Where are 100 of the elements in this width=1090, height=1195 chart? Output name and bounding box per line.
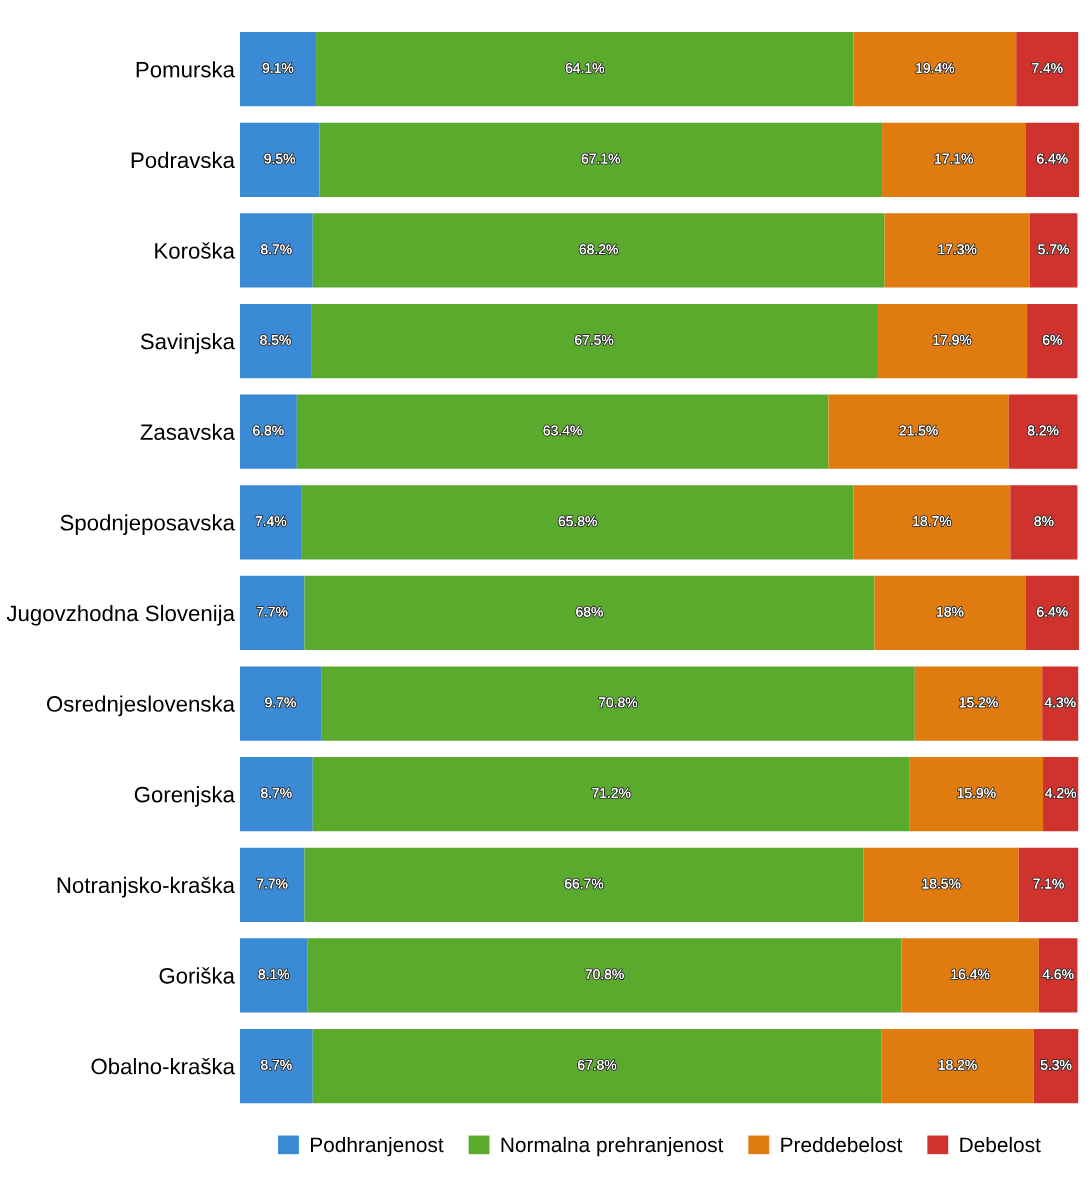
data-label: 70.8% [585, 969, 624, 980]
data-label: 18.5% [922, 878, 961, 889]
data-label: 68% [576, 606, 603, 617]
y-tick-label: Obalno-kraška [91, 1057, 235, 1075]
bar [321, 666, 915, 741]
bar [239, 938, 308, 1013]
data-label: 8.7% [261, 244, 292, 255]
data-label: 15.2% [959, 697, 998, 708]
data-label: 7.4% [1032, 63, 1063, 73]
bar [239, 394, 297, 469]
y-tick-label: Koroška [155, 242, 235, 259]
bar [1025, 122, 1080, 197]
bar [312, 1028, 882, 1104]
bar [1038, 938, 1078, 1013]
data-label: 8.2% [1027, 425, 1059, 436]
data-label: 18.7% [913, 516, 952, 527]
bar [828, 394, 1009, 469]
bar [239, 213, 313, 288]
data-label: 5.3% [1040, 1059, 1072, 1070]
bar [301, 485, 854, 560]
bar [312, 757, 910, 832]
data-label: 64.1% [565, 63, 605, 73]
data-label: 6.8% [253, 425, 284, 436]
data-label: 7.7% [256, 878, 288, 889]
bar [239, 485, 302, 560]
data-label: 9.5% [264, 153, 295, 164]
bar [1010, 485, 1078, 560]
data-label: 15.9% [957, 788, 996, 798]
data-label: 8.5% [260, 334, 291, 345]
bar [881, 1028, 1034, 1104]
bar [239, 847, 305, 922]
bar [877, 303, 1028, 379]
data-label: 7.7% [256, 606, 288, 617]
bar [1033, 1028, 1079, 1104]
data-label: 6% [1042, 334, 1062, 345]
y-tick-label: Podravska [131, 151, 235, 169]
data-label: 4.3% [1044, 697, 1076, 708]
y-tick-label: Zasavska [140, 423, 235, 440]
bar [1027, 303, 1078, 379]
data-label: 63.4% [543, 425, 582, 436]
bar [853, 485, 1011, 560]
bar [296, 394, 829, 469]
bar [312, 213, 885, 288]
bar [1008, 394, 1078, 469]
bar [914, 666, 1043, 741]
bar [319, 122, 883, 197]
data-label: 65.8% [558, 516, 597, 527]
legend-label: Podhranjenost [311, 1136, 444, 1157]
bar [304, 575, 875, 651]
bar [304, 847, 864, 922]
data-label: 17.9% [933, 334, 972, 345]
bar [239, 575, 305, 651]
y-tick-label: Goriška [159, 967, 235, 984]
data-label: 19.4% [916, 63, 955, 73]
data-label: 8.1% [258, 969, 290, 980]
bar [901, 938, 1039, 1013]
data-label: 4.6% [1042, 969, 1074, 980]
data-label: 70.8% [598, 697, 638, 708]
bar [311, 303, 878, 379]
data-label: 9.1% [262, 63, 294, 73]
data-label: 5.7% [1038, 244, 1069, 255]
y-tick-label: Pomurska [136, 61, 235, 78]
bar [882, 122, 1026, 197]
data-label: 8.7% [261, 788, 292, 798]
y-tick-label: Osrednjeslovenska [47, 695, 235, 717]
data-label: 4.2% [1045, 788, 1076, 798]
bar [239, 303, 312, 379]
data-label: 9.7% [265, 697, 296, 708]
bar [874, 575, 1026, 651]
data-label: 67.1% [581, 153, 620, 164]
data-label: 17.3% [938, 244, 977, 255]
data-label: 18% [937, 606, 964, 617]
data-label: 66.7% [565, 878, 604, 889]
bar [239, 666, 322, 741]
data-label: 7.1% [1033, 878, 1064, 889]
bar [239, 32, 317, 107]
data-label: 18.2% [938, 1059, 977, 1070]
data-label: 71.2% [592, 788, 631, 798]
legend-label: Normalna prehranjenost [501, 1136, 724, 1157]
legend-label: Preddebelost [781, 1136, 903, 1153]
data-label: 68.2% [579, 244, 618, 255]
data-label: 8% [1034, 516, 1054, 527]
legend-label: Debelost [960, 1136, 1041, 1153]
data-label: 67.5% [575, 334, 614, 345]
y-tick-label: Savinjska [140, 333, 235, 354]
bar [316, 32, 854, 107]
bar [1025, 575, 1080, 651]
data-label: 67.8% [578, 1059, 617, 1070]
data-label: 6.4% [1037, 606, 1068, 617]
bar [239, 757, 313, 832]
data-label: 7.4% [255, 516, 287, 526]
bar [307, 938, 902, 1013]
y-tick-label: Notranjsko-kraška [57, 876, 235, 898]
bar [884, 213, 1030, 288]
data-label: 6.4% [1037, 153, 1068, 164]
data-label: 16.4% [951, 969, 990, 980]
y-tick-label: Jugovzhodna Slovenija [6, 604, 235, 626]
bar [239, 1028, 313, 1104]
bar [863, 847, 1019, 922]
bar [1042, 666, 1079, 741]
